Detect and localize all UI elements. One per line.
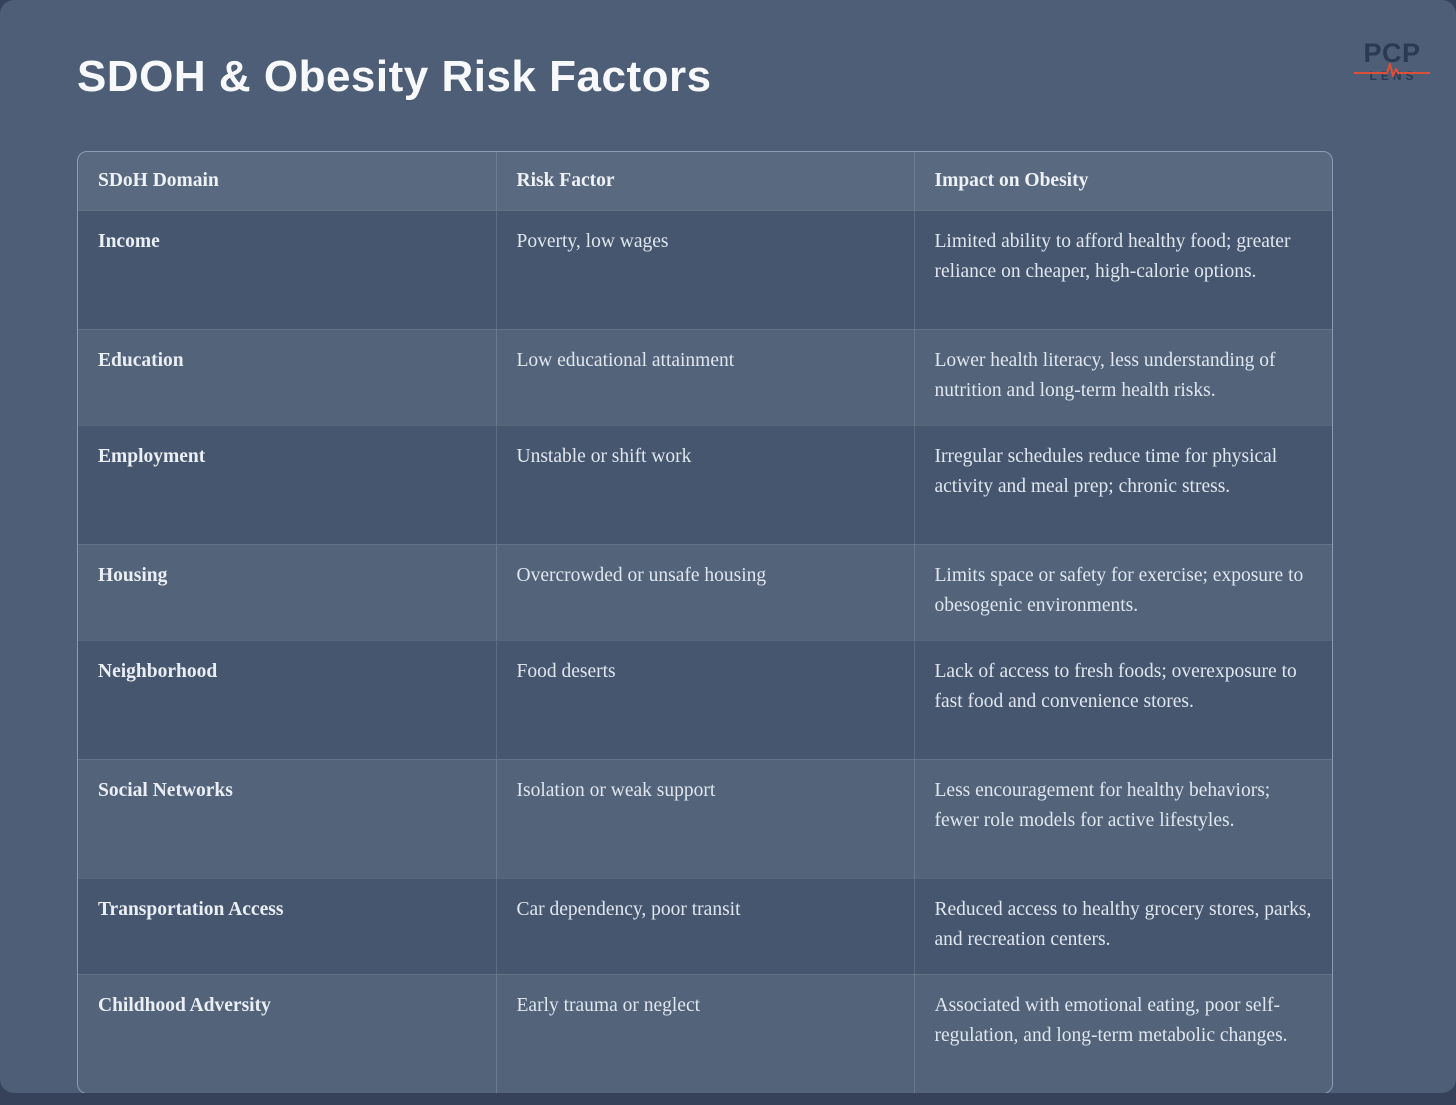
table-row: Neighborhood Food deserts Lack of access… xyxy=(78,640,1332,759)
cell-impact: Lack of access to fresh foods; overexpos… xyxy=(913,640,1332,759)
table-header: SDoH Domain Risk Factor Impact on Obesit… xyxy=(78,152,1332,211)
page-title: SDOH & Obesity Risk Factors xyxy=(77,52,712,101)
table-row: Income Poverty, low wages Limited abilit… xyxy=(78,210,1332,329)
cell-impact: Reduced access to healthy grocery stores… xyxy=(913,878,1332,974)
table-row: Housing Overcrowded or unsafe housing Li… xyxy=(78,544,1332,640)
logo-text-pcp: PCP xyxy=(1363,38,1421,68)
sdoh-table: SDoH Domain Risk Factor Impact on Obesit… xyxy=(78,152,1332,1093)
cell-domain: Social Networks xyxy=(78,759,496,878)
table-row: Childhood Adversity Early trauma or negl… xyxy=(78,974,1332,1093)
table-row: Employment Unstable or shift work Irregu… xyxy=(78,425,1332,544)
cell-risk: Poverty, low wages xyxy=(495,210,914,329)
cell-impact: Limits space or safety for exercise; exp… xyxy=(913,544,1332,640)
cell-risk: Isolation or weak support xyxy=(495,759,914,878)
cell-impact: Less encouragement for healthy behaviors… xyxy=(913,759,1332,878)
table-row: Social Networks Isolation or weak suppor… xyxy=(78,759,1332,878)
cell-domain: Neighborhood xyxy=(78,640,496,759)
sdoh-table-card: SDoH Domain Risk Factor Impact on Obesit… xyxy=(77,151,1333,1094)
cell-domain: Housing xyxy=(78,544,496,640)
table-row: Education Low educational attainment Low… xyxy=(78,329,1332,425)
cell-domain: Childhood Adversity xyxy=(78,974,496,1093)
cell-risk: Unstable or shift work xyxy=(495,425,914,544)
column-header-domain: SDoH Domain xyxy=(78,152,496,211)
cell-domain: Income xyxy=(78,210,496,329)
cell-domain: Education xyxy=(78,329,496,425)
cell-risk: Low educational attainment xyxy=(495,329,914,425)
cell-impact: Limited ability to afford healthy food; … xyxy=(913,210,1332,329)
bottom-backdrop-strip xyxy=(0,1093,1456,1105)
cell-impact: Irregular schedules reduce time for phys… xyxy=(913,425,1332,544)
table-row: Transportation Access Car dependency, po… xyxy=(78,878,1332,974)
cell-impact: Lower health literacy, less understandin… xyxy=(913,329,1332,425)
cell-risk: Early trauma or neglect xyxy=(495,974,914,1093)
cell-risk: Overcrowded or unsafe housing xyxy=(495,544,914,640)
header-row: SDoH Domain Risk Factor Impact on Obesit… xyxy=(78,152,1332,211)
table-body: Income Poverty, low wages Limited abilit… xyxy=(78,210,1332,1093)
heartbeat-line-icon xyxy=(1354,63,1430,77)
cell-domain: Transportation Access xyxy=(78,878,496,974)
column-header-risk: Risk Factor xyxy=(495,152,914,211)
cell-impact: Associated with emotional eating, poor s… xyxy=(913,974,1332,1093)
cell-risk: Car dependency, poor transit xyxy=(495,878,914,974)
column-header-impact: Impact on Obesity xyxy=(913,152,1332,211)
pcp-lens-logo: PCP LENS xyxy=(1354,38,1430,83)
cell-risk: Food deserts xyxy=(495,640,914,759)
cell-domain: Employment xyxy=(78,425,496,544)
